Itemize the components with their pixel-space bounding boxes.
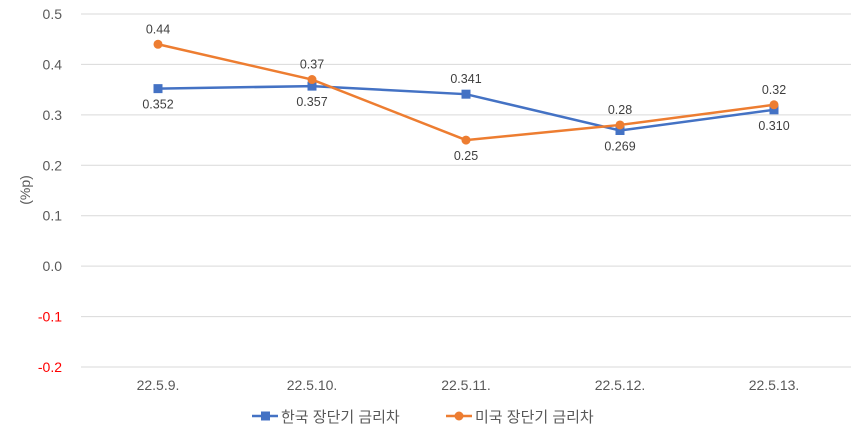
data-label: 0.32 (762, 83, 786, 97)
data-point (307, 81, 317, 91)
legend-marker (261, 411, 270, 421)
legend-item: 한국 장단기 금리차 (252, 409, 400, 426)
gridlines (81, 13, 851, 368)
data-point (461, 135, 471, 145)
data-point (615, 120, 625, 130)
series-2: 0.44 0.37 0.25 0.28 0.32 (146, 22, 786, 163)
data-label: 0.28 (608, 103, 632, 117)
x-tick-label: 22.5.13. (749, 377, 800, 393)
y-tick-label: 0.3 (43, 107, 63, 123)
data-point (153, 39, 163, 49)
data-label: 0.341 (450, 72, 481, 86)
legend-marker (454, 411, 464, 421)
x-axis-ticks: 22.5.9. 22.5.10. 22.5.11. 22.5.12. 22.5.13. (137, 377, 800, 393)
data-point (615, 125, 625, 135)
y-tick-label: -0.1 (38, 309, 62, 325)
legend-label: 미국 장단기 금리차 (475, 409, 594, 426)
data-label: 0.357 (296, 95, 327, 109)
y-tick-label: 0.5 (43, 6, 63, 22)
data-point (153, 84, 163, 94)
y-axis-label: (%p) (17, 175, 33, 205)
legend-item: 미국 장단기 금리차 (446, 409, 594, 426)
y-tick-label: -0.2 (38, 359, 62, 375)
data-label: 0.269 (604, 139, 635, 153)
data-point (307, 75, 317, 85)
x-tick-label: 22.5.11. (441, 377, 491, 393)
data-point (769, 105, 779, 115)
y-tick-label: 0.2 (43, 157, 63, 173)
y-axis-ticks: 0.5 0.4 0.3 0.2 0.1 0.0 -0.1 -0.2 (38, 6, 62, 375)
data-point (769, 100, 779, 110)
legend-label: 한국 장단기 금리차 (281, 409, 400, 426)
x-tick-label: 22.5.12. (595, 377, 646, 393)
y-tick-label: 0.1 (43, 208, 63, 224)
y-tick-label: 0.4 (43, 56, 63, 72)
x-tick-label: 22.5.9. (137, 377, 180, 393)
y-tick-label: 0.0 (43, 258, 63, 274)
data-label: 0.310 (758, 119, 789, 133)
data-label: 0.37 (300, 58, 324, 72)
series-1: 0.352 0.357 0.341 0.269 0.310 (142, 72, 789, 153)
data-label: 0.25 (454, 149, 478, 163)
legend: 한국 장단기 금리차 미국 장단기 금리차 (252, 409, 594, 426)
x-tick-label: 22.5.10. (287, 377, 338, 393)
data-label: 0.44 (146, 22, 170, 36)
series-group: 0.352 0.357 0.341 0.269 0.310 0.44 0.37 0.25 0.2… (142, 22, 789, 163)
data-label: 0.352 (142, 98, 173, 112)
data-point (461, 89, 471, 99)
